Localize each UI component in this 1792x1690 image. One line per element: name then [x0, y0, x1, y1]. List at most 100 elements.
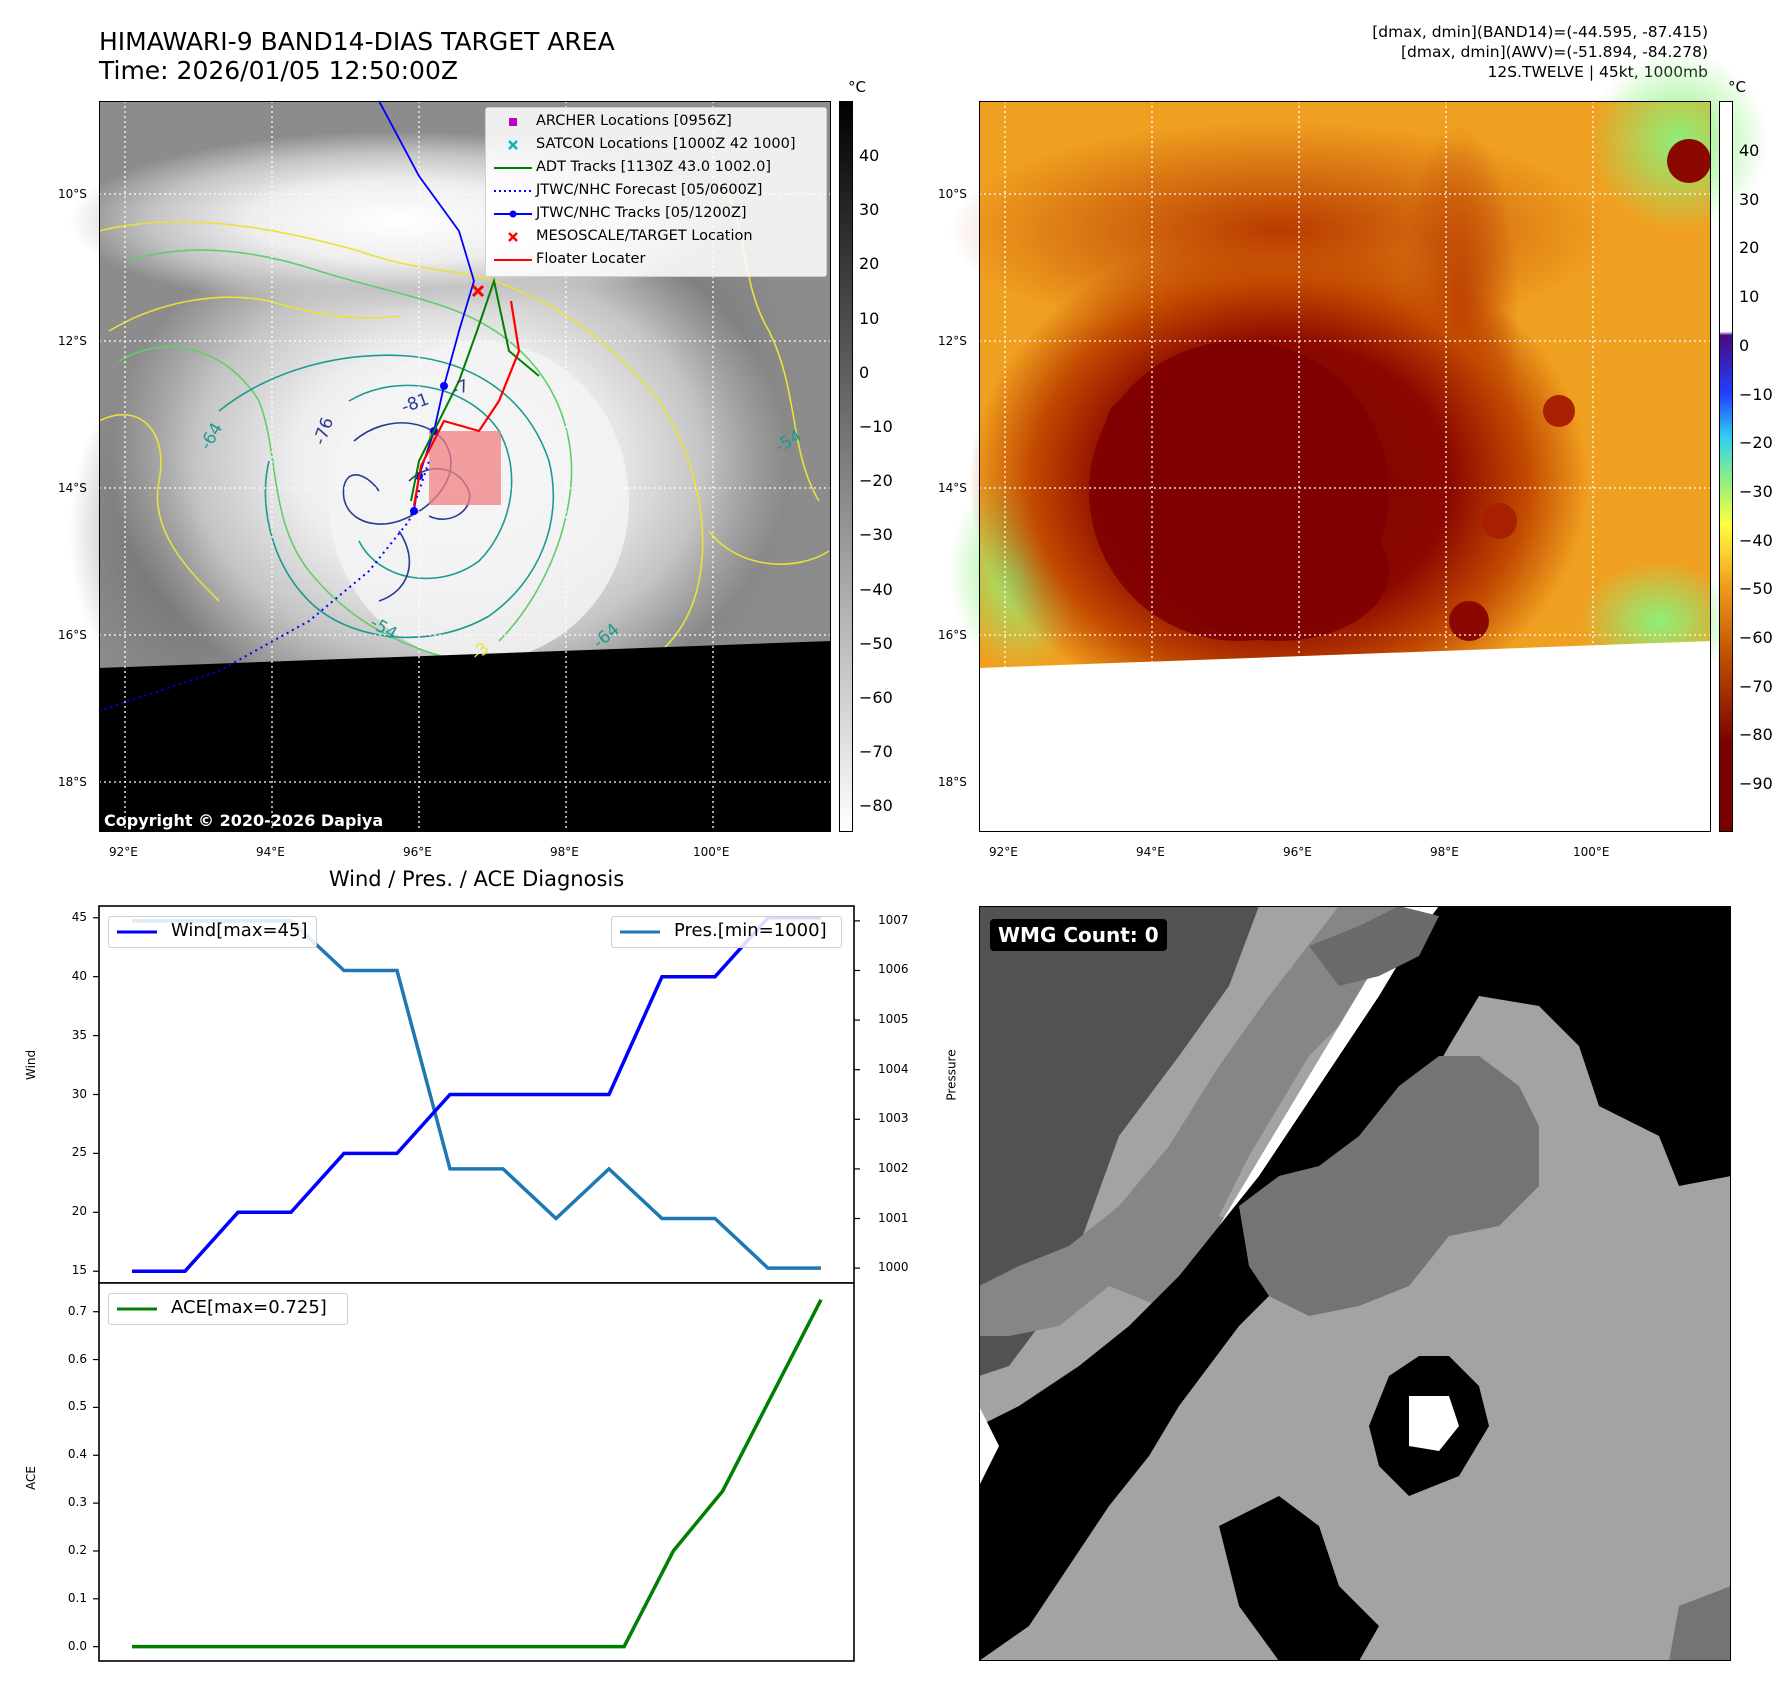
copyright: Copyright © 2020-2026 Dapiya — [104, 811, 383, 830]
lat-label: 18°S — [58, 775, 87, 789]
awv-colorbar — [1719, 101, 1733, 832]
axis-tick-label: 1004 — [878, 1061, 909, 1076]
pressure-legend-label: Pres.[min=1000] — [674, 920, 827, 941]
colorbar-tick: −60 — [859, 688, 893, 707]
pressure-legend: Pres.[min=1000] — [611, 916, 842, 948]
wmg-map-frame — [979, 906, 1731, 1661]
band14-colorbar — [839, 101, 853, 832]
diagnosis-title: Wind / Pres. / ACE Diagnosis — [328, 867, 625, 891]
wind-legend: Wind[max=45] — [108, 916, 317, 948]
colorbar-tick: −50 — [1739, 579, 1773, 599]
colorbar-tick: −50 — [859, 633, 893, 653]
colorbar-tick: 20 — [859, 254, 880, 274]
colorbar-tick: 0 — [1739, 335, 1750, 355]
axis-tick-label: 45 — [71, 909, 87, 924]
ace-legend-label: ACE[max=0.725] — [171, 1297, 327, 1318]
lon-label: 96°E — [403, 845, 432, 859]
colorbar-tick: −70 — [1739, 676, 1773, 696]
axis-tick-label: 15 — [71, 1263, 87, 1278]
axis-tick-label: 35 — [71, 1027, 87, 1042]
axis-tick-label: 0.4 — [67, 1447, 87, 1462]
lat-label: 14°S — [58, 481, 87, 495]
lon-label: 98°E — [550, 845, 579, 859]
lon-label: 92°E — [109, 845, 138, 859]
wmg-map — [979, 906, 1731, 1690]
colorbar-tick: −30 — [859, 525, 893, 545]
colorbar-tick: 0 — [859, 362, 870, 382]
colorbar-tick: 40 — [859, 146, 880, 165]
lon-label: 92°E — [989, 845, 1018, 859]
colorbar-unit: °C — [1728, 78, 1746, 96]
ace-line — [132, 1298, 823, 1649]
colorbar-tick: 10 — [1739, 287, 1760, 307]
colorbar-tick: −20 — [1739, 433, 1773, 453]
colorbar-tick: −20 — [859, 471, 893, 491]
axis-tick-label: 1001 — [878, 1210, 909, 1225]
axis-tick-label: 0.5 — [67, 1399, 87, 1414]
colorbar-tick: −30 — [1739, 481, 1773, 501]
axis-tick-label: 1000 — [878, 1260, 909, 1275]
axis-tick-label: 25 — [71, 1145, 87, 1160]
colorbar-tick: −60 — [1739, 628, 1773, 647]
lat-label: 14°S — [938, 481, 967, 495]
axis-tick-label: 0.0 — [67, 1638, 87, 1653]
ace-legend: ACE[max=0.725] — [108, 1293, 348, 1325]
axis-tick-label: 1005 — [878, 1012, 909, 1027]
colorbar-tick: 30 — [1739, 189, 1760, 209]
lat-label: 16°S — [58, 628, 87, 642]
lon-label: 100°E — [693, 845, 730, 859]
map-title: HIMAWARI-9 BAND14-DIAS TARGET AREA — [99, 27, 615, 56]
lat-label: 18°S — [938, 775, 967, 789]
colorbar-tick: −90 — [1739, 774, 1773, 794]
colorbar-tick: −80 — [859, 796, 893, 816]
ace-chart — [93, 1282, 855, 1662]
pressure-axis-label: Pressure — [944, 1049, 959, 1101]
colorbar-tick: 40 — [1739, 141, 1760, 160]
axis-tick-label: 1002 — [878, 1160, 909, 1175]
map-legend: ARCHER Locations [0956Z] SATCON Location… — [485, 107, 827, 277]
axis-tick-label: 40 — [71, 968, 87, 983]
lon-label: 94°E — [256, 845, 285, 859]
axis-tick-label: 0.3 — [67, 1495, 87, 1510]
lon-label: 100°E — [1573, 845, 1610, 859]
awv-map — [949, 51, 1769, 832]
colorbar-unit: °C — [848, 78, 866, 96]
axis-tick-label: 1006 — [878, 962, 909, 977]
axis-tick-label: 1007 — [878, 912, 909, 927]
lat-label: 12°S — [58, 334, 87, 348]
colorbar-tick: −70 — [859, 742, 893, 762]
axis-tick-label: 0.7 — [67, 1303, 87, 1318]
lat-label: 16°S — [938, 628, 967, 642]
colorbar-tick: 10 — [859, 308, 880, 328]
lon-label: 98°E — [1430, 845, 1459, 859]
colorbar-tick: −40 — [859, 579, 893, 599]
ace-axis-label: ACE — [24, 1466, 38, 1490]
lat-label: 10°S — [938, 187, 967, 201]
wind-pressure-chart — [93, 905, 860, 1284]
wind-axis-label: Wind — [24, 1049, 38, 1080]
wind-line — [132, 916, 821, 1273]
colorbar-tick: −80 — [1739, 725, 1773, 745]
colorbar-tick: −10 — [859, 417, 893, 436]
colorbar-tick: −10 — [1739, 384, 1773, 404]
ace-plot-area — [98, 1282, 855, 1662]
wmg-count-badge: WMG Count: 0 — [990, 919, 1167, 951]
band14-map-frame — [99, 101, 831, 832]
lon-label: 96°E — [1283, 845, 1312, 859]
lat-label: 10°S — [58, 187, 87, 201]
axis-tick-label: 0.6 — [67, 1351, 87, 1366]
wind-legend-label: Wind[max=45] — [171, 920, 308, 941]
axis-tick-label: 1003 — [878, 1111, 909, 1126]
colorbar-tick: 30 — [859, 200, 880, 220]
axis-tick-label: 0.1 — [67, 1590, 87, 1605]
lon-label: 94°E — [1136, 845, 1165, 859]
axis-tick-label: 0.2 — [67, 1542, 87, 1557]
axis-tick-label: 30 — [71, 1086, 87, 1101]
axis-tick-label: 20 — [71, 1204, 87, 1219]
colorbar-tick: −40 — [1739, 530, 1773, 550]
contour-label: -7 — [449, 376, 472, 401]
info-band14: [dmax, dmin](BAND14)=(-44.595, -87.415) — [1372, 23, 1708, 41]
lat-label: 12°S — [938, 334, 967, 348]
awv-map-frame — [979, 101, 1711, 832]
map-time: Time: 2026/01/05 12:50:00Z — [99, 56, 458, 85]
